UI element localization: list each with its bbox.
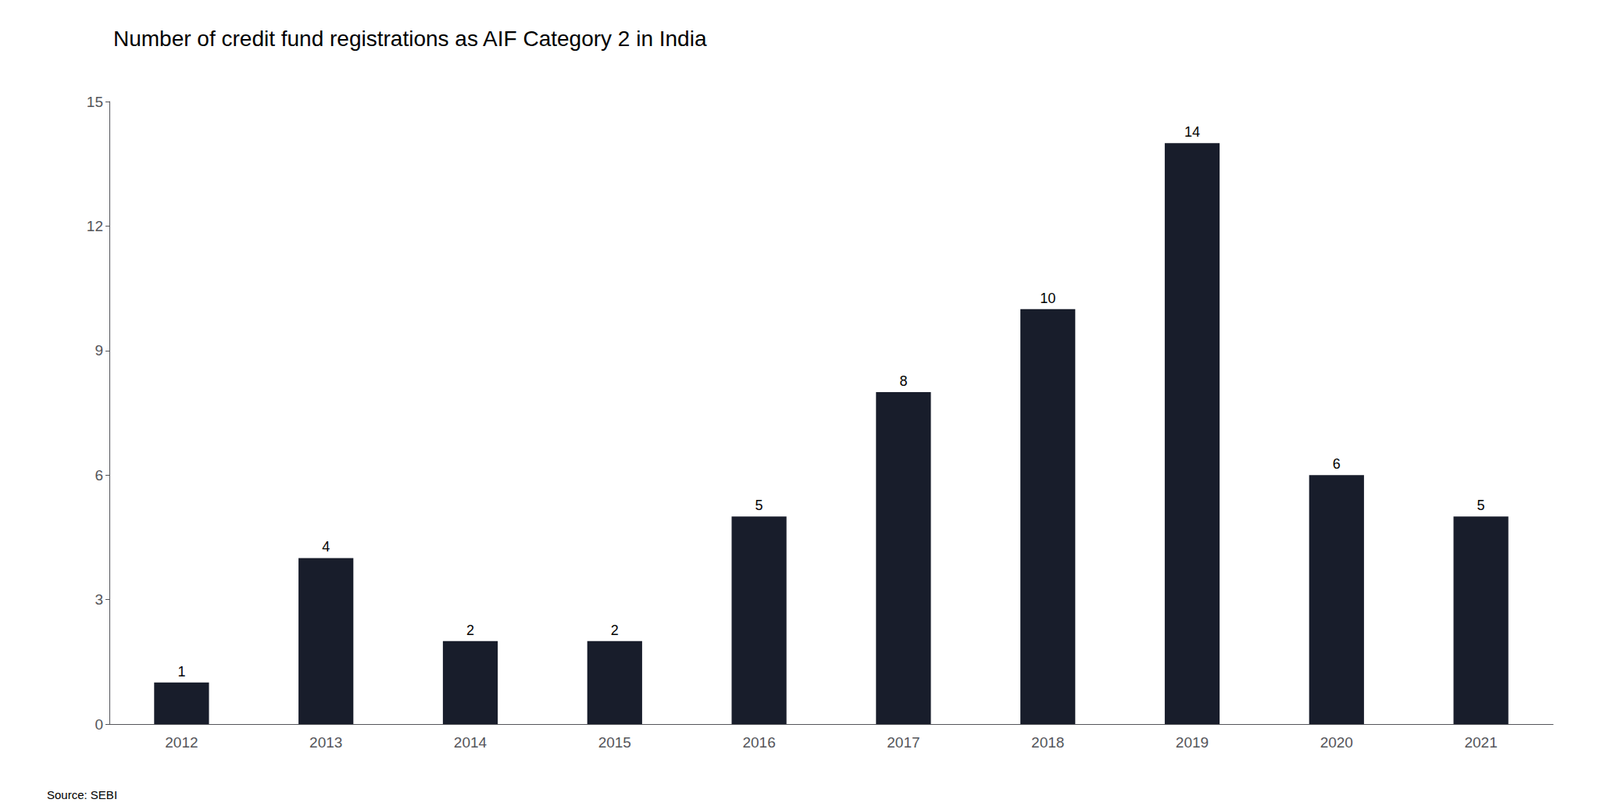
svg-text:2016: 2016 <box>742 734 775 751</box>
svg-text:2014: 2014 <box>453 734 488 751</box>
svg-text:Source: SEBI: Source: SEBI <box>46 788 118 802</box>
svg-text:Number of credit fund registra: Number of credit fund registrations as A… <box>113 26 708 51</box>
svg-text:15: 15 <box>86 93 104 111</box>
svg-text:6: 6 <box>1332 456 1341 472</box>
svg-text:2020: 2020 <box>1320 734 1354 751</box>
svg-text:9: 9 <box>94 342 104 359</box>
svg-text:2021: 2021 <box>1464 734 1497 751</box>
svg-text:1: 1 <box>177 664 186 680</box>
svg-text:2017: 2017 <box>886 734 920 751</box>
svg-text:6: 6 <box>94 467 104 484</box>
svg-text:5: 5 <box>1477 497 1486 514</box>
svg-text:14: 14 <box>1184 124 1200 140</box>
svg-text:10: 10 <box>1039 290 1056 307</box>
svg-text:2018: 2018 <box>1031 734 1065 751</box>
svg-text:2015: 2015 <box>598 734 632 751</box>
svg-text:2013: 2013 <box>309 734 343 751</box>
svg-text:8: 8 <box>899 373 908 390</box>
svg-text:5: 5 <box>755 497 764 514</box>
svg-text:0: 0 <box>94 716 104 733</box>
svg-text:2019: 2019 <box>1175 734 1209 751</box>
svg-text:12: 12 <box>86 217 104 235</box>
svg-text:3: 3 <box>94 591 104 608</box>
svg-text:2012: 2012 <box>164 734 198 751</box>
svg-text:4: 4 <box>321 539 330 555</box>
svg-text:2: 2 <box>466 622 475 639</box>
svg-text:2: 2 <box>610 622 619 639</box>
